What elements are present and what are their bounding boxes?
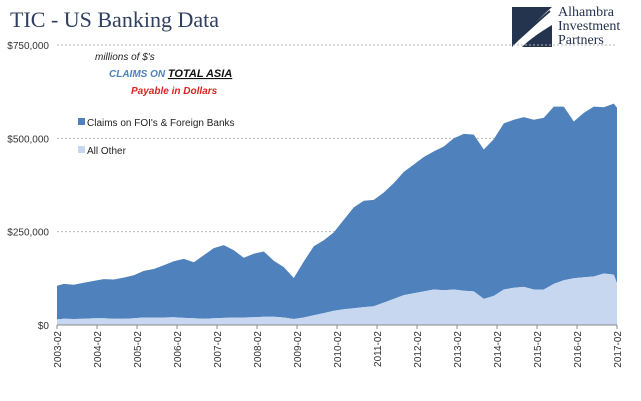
x-tick-label: 2003-02 bbox=[53, 331, 64, 368]
claims-on-label: CLAIMS ON bbox=[109, 69, 168, 80]
x-tick-label: 2014-02 bbox=[493, 331, 504, 368]
logo-line-1: Alhambra bbox=[558, 5, 614, 20]
y-tick-label: $250,000 bbox=[7, 228, 49, 239]
company-logo: Alhambra Investment Partners bbox=[512, 6, 640, 50]
x-tick-label: 2017-02 bbox=[613, 331, 624, 368]
legend-swatch-other bbox=[78, 146, 85, 153]
x-tick-label: 2013-02 bbox=[453, 331, 464, 368]
x-tick-label: 2009-02 bbox=[293, 331, 304, 368]
payable-label: Payable in Dollars bbox=[131, 86, 218, 97]
x-tick-label: 2004-02 bbox=[93, 331, 104, 368]
legend-swatch-foi bbox=[78, 118, 85, 125]
y-tick-label: $500,000 bbox=[7, 134, 49, 145]
x-tick-label: 2016-02 bbox=[573, 331, 584, 368]
x-tick-label: 2010-02 bbox=[333, 331, 344, 368]
y-tick-label: $750,000 bbox=[7, 41, 49, 52]
x-tick-label: 2015-02 bbox=[533, 331, 544, 368]
logo-line-3: Partners bbox=[558, 33, 604, 48]
chart-title: TIC - US Banking Data bbox=[10, 7, 219, 32]
logo-mark-icon bbox=[512, 7, 552, 47]
x-tick-label: 2005-02 bbox=[133, 331, 144, 368]
legend-label-foi: Claims on FOI's & Foreign Banks bbox=[87, 118, 235, 129]
region-heading: CLAIMS ON TOTAL ASIA bbox=[109, 68, 232, 80]
x-tick-label: 2007-02 bbox=[213, 331, 224, 368]
logo-line-2: Investment bbox=[558, 19, 621, 34]
x-tick-label: 2008-02 bbox=[253, 331, 264, 368]
logo-text: Alhambra Investment Partners bbox=[558, 6, 620, 48]
x-tick-label: 2012-02 bbox=[413, 331, 424, 368]
x-tick-label: 2011-02 bbox=[373, 331, 384, 367]
y-tick-label: $0 bbox=[38, 321, 50, 332]
legend-label-other: All Other bbox=[87, 146, 127, 157]
series-area-other bbox=[57, 273, 617, 325]
series-area-foi bbox=[57, 103, 617, 320]
units-label: millions of $'s bbox=[95, 52, 155, 63]
x-tick-label: 2006-02 bbox=[173, 331, 184, 368]
region-label: TOTAL ASIA bbox=[168, 68, 232, 80]
